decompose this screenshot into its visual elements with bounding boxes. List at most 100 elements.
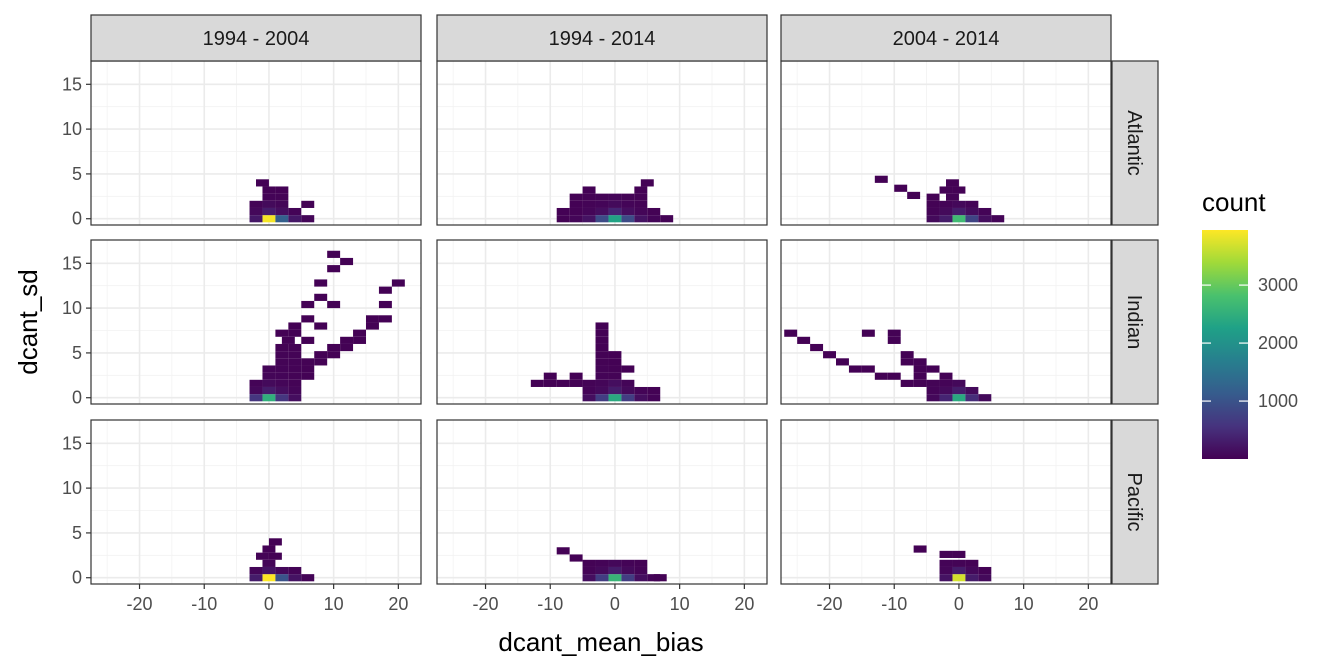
heatmap-bin xyxy=(621,200,635,208)
facet-panel xyxy=(436,239,768,405)
heatmap-bin xyxy=(582,207,596,216)
heatmap-bin xyxy=(262,394,276,402)
heatmap-bin xyxy=(249,215,263,223)
heatmap-bin xyxy=(939,394,953,402)
heatmap-bin xyxy=(634,200,648,208)
x-tick-label: 10 xyxy=(670,594,690,614)
heatmap-bin xyxy=(582,215,596,223)
heatmap-bin xyxy=(262,559,276,567)
heatmap-bin xyxy=(314,358,328,366)
heatmap-bin xyxy=(288,322,302,330)
heatmap-bin xyxy=(275,574,289,582)
heatmap-bin xyxy=(952,215,966,223)
heatmap-bin xyxy=(288,386,302,395)
heatmap-bin xyxy=(314,322,328,330)
heatmap-bin xyxy=(288,379,302,387)
facet-panel xyxy=(436,60,768,226)
panel-border xyxy=(436,239,768,405)
y-tick-label: 5 xyxy=(72,343,82,363)
heatmap-bin xyxy=(582,566,596,575)
x-tick-label: 0 xyxy=(954,594,964,614)
panel-background xyxy=(781,420,1111,584)
heatmap-bin xyxy=(543,372,557,380)
legend-tick-label: 1000 xyxy=(1258,391,1298,411)
heatmap-bin xyxy=(965,394,979,402)
heatmap-bin xyxy=(556,547,570,555)
heatmap-bin xyxy=(634,559,648,567)
heatmap-bin xyxy=(301,365,315,373)
heatmap-bin xyxy=(595,193,609,201)
heatmap-bin xyxy=(569,554,583,562)
row-strip: Pacific xyxy=(1111,419,1159,585)
heatmap-bin xyxy=(965,559,979,567)
heatmap-bin xyxy=(301,300,315,309)
heatmap-bin xyxy=(582,386,596,395)
heatmap-bin xyxy=(621,207,635,216)
panel-border xyxy=(90,239,422,405)
strip-background xyxy=(1111,60,1159,226)
x-tick-label: -10 xyxy=(191,594,217,614)
legend-tick-label: 2000 xyxy=(1258,333,1298,353)
heatmap-bin xyxy=(275,358,289,366)
heatmap-bin xyxy=(262,200,276,208)
heatmap-bin xyxy=(595,372,609,380)
heatmap-bin xyxy=(530,379,544,387)
panel-background xyxy=(437,420,767,584)
heatmap-bin xyxy=(249,207,263,216)
heatmap-bin xyxy=(569,200,583,208)
heatmap-bin xyxy=(926,386,940,395)
heatmap-bin xyxy=(275,365,289,373)
heatmap-bin xyxy=(262,186,276,194)
heatmap-bin xyxy=(913,545,927,553)
heatmap-bin xyxy=(907,191,921,200)
heatmap-bin xyxy=(621,559,635,567)
heatmap-bin xyxy=(952,559,966,567)
heatmap-bin xyxy=(926,193,940,201)
heatmap-bin xyxy=(952,386,966,395)
heatmap-bin xyxy=(874,372,888,380)
heatmap-bin xyxy=(900,358,914,366)
heatmap-bin xyxy=(634,186,648,194)
heatmap-bin xyxy=(288,394,302,402)
heatmap-bin xyxy=(608,351,622,359)
heatmap-bin xyxy=(327,351,341,359)
heatmap-bin xyxy=(262,566,276,575)
heatmap-bin xyxy=(595,215,609,223)
heatmap-bin xyxy=(595,329,609,337)
heatmap-bin xyxy=(608,559,622,567)
heatmap-bin xyxy=(288,358,302,366)
strip-background xyxy=(90,14,422,62)
facet-panel xyxy=(90,239,422,405)
heatmap-bin xyxy=(634,193,648,201)
heatmap-bin xyxy=(556,379,570,387)
heatmap-bin xyxy=(653,574,667,582)
heatmap-bin xyxy=(281,336,295,344)
heatmap-bin xyxy=(327,343,341,352)
panel-border xyxy=(90,419,422,585)
heatmap-bin xyxy=(262,193,276,201)
column-strip-label: 2004 - 2014 xyxy=(893,28,1000,50)
heatmap-bin xyxy=(595,322,609,330)
heatmap-bin xyxy=(249,566,263,575)
heatmap-bin xyxy=(926,394,940,402)
heatmap-bin xyxy=(262,365,276,373)
heatmap-bin xyxy=(952,550,966,559)
heatmap-bin xyxy=(275,372,289,380)
heatmap-bin xyxy=(946,179,959,187)
heatmap-bin xyxy=(939,207,953,216)
heatmap-bin xyxy=(569,193,583,201)
facet-panel xyxy=(780,239,1112,405)
heatmap-bin xyxy=(340,343,354,352)
x-tick-label: 10 xyxy=(1014,594,1034,614)
heatmap-bin xyxy=(797,336,811,344)
heatmap-bin xyxy=(608,358,622,366)
column-strip: 1994 - 2004 xyxy=(90,14,422,62)
x-tick-label: -10 xyxy=(537,594,563,614)
heatmap-bin xyxy=(327,250,341,258)
heatmap-bin xyxy=(582,200,596,208)
heatmap-bin xyxy=(965,574,979,582)
heatmap-bin xyxy=(340,257,354,266)
heatmap-bin xyxy=(301,358,315,366)
y-tick-label: 10 xyxy=(62,298,82,318)
